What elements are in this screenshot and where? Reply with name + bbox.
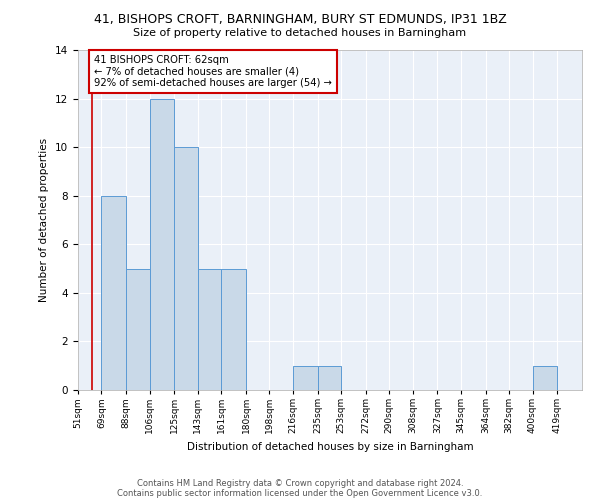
X-axis label: Distribution of detached houses by size in Barningham: Distribution of detached houses by size … [187, 442, 473, 452]
Bar [198, 268, 221, 390]
Text: 41 BISHOPS CROFT: 62sqm
← 7% of detached houses are smaller (4)
92% of semi-deta: 41 BISHOPS CROFT: 62sqm ← 7% of detached… [94, 55, 332, 88]
Text: Contains public sector information licensed under the Open Government Licence v3: Contains public sector information licen… [118, 488, 482, 498]
Text: Size of property relative to detached houses in Barningham: Size of property relative to detached ho… [133, 28, 467, 38]
Bar [317, 366, 341, 390]
Bar [293, 366, 317, 390]
Text: 41, BISHOPS CROFT, BARNINGHAM, BURY ST EDMUNDS, IP31 1BZ: 41, BISHOPS CROFT, BARNINGHAM, BURY ST E… [94, 12, 506, 26]
Bar [126, 268, 149, 390]
Bar [149, 98, 175, 390]
Y-axis label: Number of detached properties: Number of detached properties [40, 138, 49, 302]
Text: Contains HM Land Registry data © Crown copyright and database right 2024.: Contains HM Land Registry data © Crown c… [137, 478, 463, 488]
Bar [221, 268, 246, 390]
Bar [175, 147, 198, 390]
Bar [533, 366, 557, 390]
Bar [101, 196, 126, 390]
